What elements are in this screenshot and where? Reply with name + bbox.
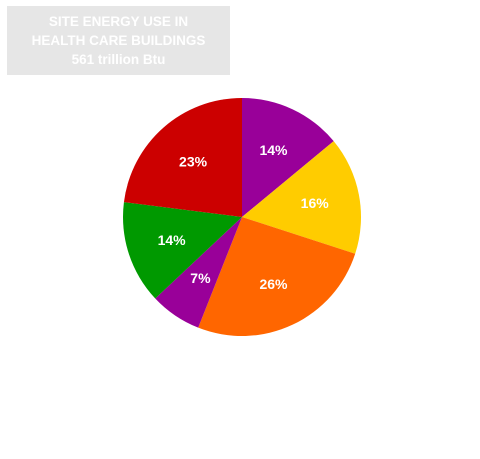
chart-title-line-2: HEALTH CARE BUILDINGS	[31, 33, 206, 48]
pie-slice-label-1: 14%	[259, 142, 288, 158]
pie-slice-label-2: 16%	[301, 195, 330, 211]
pie-slice-2	[242, 141, 362, 254]
pie-slice-5	[123, 202, 242, 299]
pie-slice-label-5: 14%	[158, 232, 187, 248]
pie-slice-4	[155, 217, 242, 328]
pie-slice-label-6: 23%	[179, 153, 208, 169]
pie-slice-label-4: 7%	[190, 270, 211, 286]
chart-title: SITE ENERGY USE IN HEALTH CARE BUILDINGS…	[7, 6, 230, 75]
pie-slice-3	[198, 217, 356, 337]
pie-slice-1	[242, 98, 334, 217]
chart-title-line-3: 561 trillion Btu	[71, 52, 166, 67]
pie-slice-label-3: 26%	[259, 276, 288, 292]
pie-slice-6	[123, 98, 242, 217]
chart-title-line-1: SITE ENERGY USE IN	[48, 14, 189, 29]
